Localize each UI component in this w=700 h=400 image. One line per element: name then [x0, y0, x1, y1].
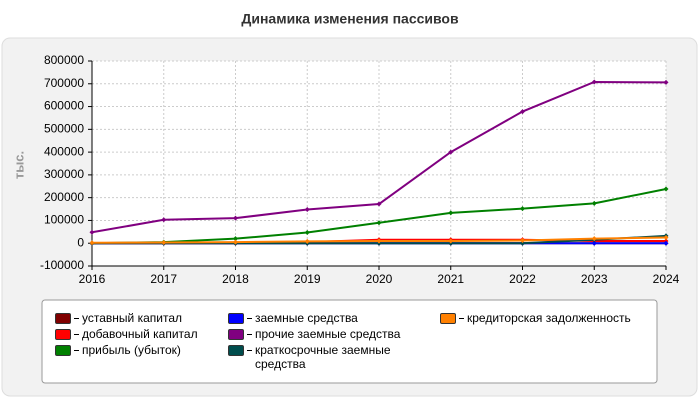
y-tick-label: 0: [77, 235, 84, 249]
legend-dash: [74, 350, 79, 351]
point: [448, 238, 454, 244]
legend-dash: [247, 318, 252, 319]
y-tick-label: 300000: [44, 167, 84, 181]
x-tick-label: 2018: [222, 272, 249, 286]
legend-dash: [74, 334, 79, 335]
legend-item[interactable]: прочие заемные средства: [228, 327, 418, 341]
point: [591, 236, 597, 242]
point: [304, 207, 310, 213]
point: [304, 238, 310, 244]
legend-label: кредиторская задолженность: [467, 311, 631, 325]
point: [520, 240, 525, 246]
point: [376, 201, 382, 207]
point: [376, 238, 382, 244]
point: [591, 200, 597, 206]
point: [520, 237, 525, 243]
y-tick-label: 100000: [44, 213, 84, 227]
point: [89, 229, 95, 235]
point: [89, 240, 95, 246]
point: [233, 215, 238, 221]
legend-label: краткосрочные заемные средства: [255, 343, 391, 371]
x-tick-label: 2021: [437, 272, 464, 286]
y-tick-label: 200000: [44, 190, 84, 204]
point: [663, 235, 669, 241]
legend-item[interactable]: заемные средства: [228, 311, 418, 325]
legend-label: прочие заемные средства: [255, 327, 401, 341]
legend-swatch: [440, 313, 456, 324]
point: [591, 79, 597, 85]
legend-item[interactable]: краткосрочные заемные средства: [228, 343, 418, 371]
legend-dash: [247, 334, 252, 335]
y-tick-label: 800000: [44, 53, 84, 67]
legend-swatch: [228, 313, 244, 324]
x-tick-label: 2020: [366, 272, 393, 286]
point: [304, 230, 310, 236]
legend-swatch: [55, 329, 71, 340]
legend-label: заемные средства: [255, 311, 358, 325]
point: [591, 240, 597, 246]
legend-swatch: [228, 329, 244, 340]
legend-swatch: [55, 313, 71, 324]
point: [520, 109, 525, 115]
point: [663, 79, 669, 85]
point: [233, 239, 238, 245]
point: [161, 240, 167, 246]
plot-area: [92, 61, 666, 266]
legend-item[interactable]: добавочный капитал: [55, 327, 265, 341]
legend-item[interactable]: кредиторская задолженность: [440, 311, 650, 325]
y-axis-label: тыс.: [11, 151, 26, 179]
legend-dash: [247, 350, 252, 351]
y-tick-label: 700000: [44, 76, 84, 90]
legend-label: прибыль (убыток): [82, 343, 181, 357]
y-tick-label: 500000: [44, 122, 84, 136]
y-tick-label: 600000: [44, 99, 84, 113]
legend-swatch: [55, 345, 71, 356]
legend-dash: [459, 318, 464, 319]
legend-swatch: [228, 345, 244, 356]
point: [663, 240, 669, 246]
x-tick-label: 2016: [79, 272, 106, 286]
legend-box: [41, 299, 658, 384]
legend-item[interactable]: уставный капитал: [55, 311, 265, 325]
point: [520, 206, 525, 212]
legend-dash: [74, 318, 79, 319]
point: [448, 149, 454, 155]
chart-title: Динамика изменения пассивов: [241, 11, 459, 27]
point: [376, 220, 382, 226]
point: [663, 186, 669, 192]
legend-item[interactable]: прибыль (убыток): [55, 343, 265, 357]
x-tick-label: 2023: [581, 272, 608, 286]
legend-label: уставный капитал: [82, 311, 182, 325]
point: [233, 236, 238, 242]
point: [161, 217, 167, 223]
y-tick-label: -100000: [40, 258, 84, 272]
x-tick-label: 2022: [509, 272, 536, 286]
x-tick-label: 2019: [294, 272, 321, 286]
point: [448, 210, 454, 216]
x-tick-label: 2024: [653, 272, 680, 286]
x-tick-label: 2017: [150, 272, 177, 286]
y-tick-label: 400000: [44, 144, 84, 158]
legend-label: добавочный капитал: [82, 327, 198, 341]
